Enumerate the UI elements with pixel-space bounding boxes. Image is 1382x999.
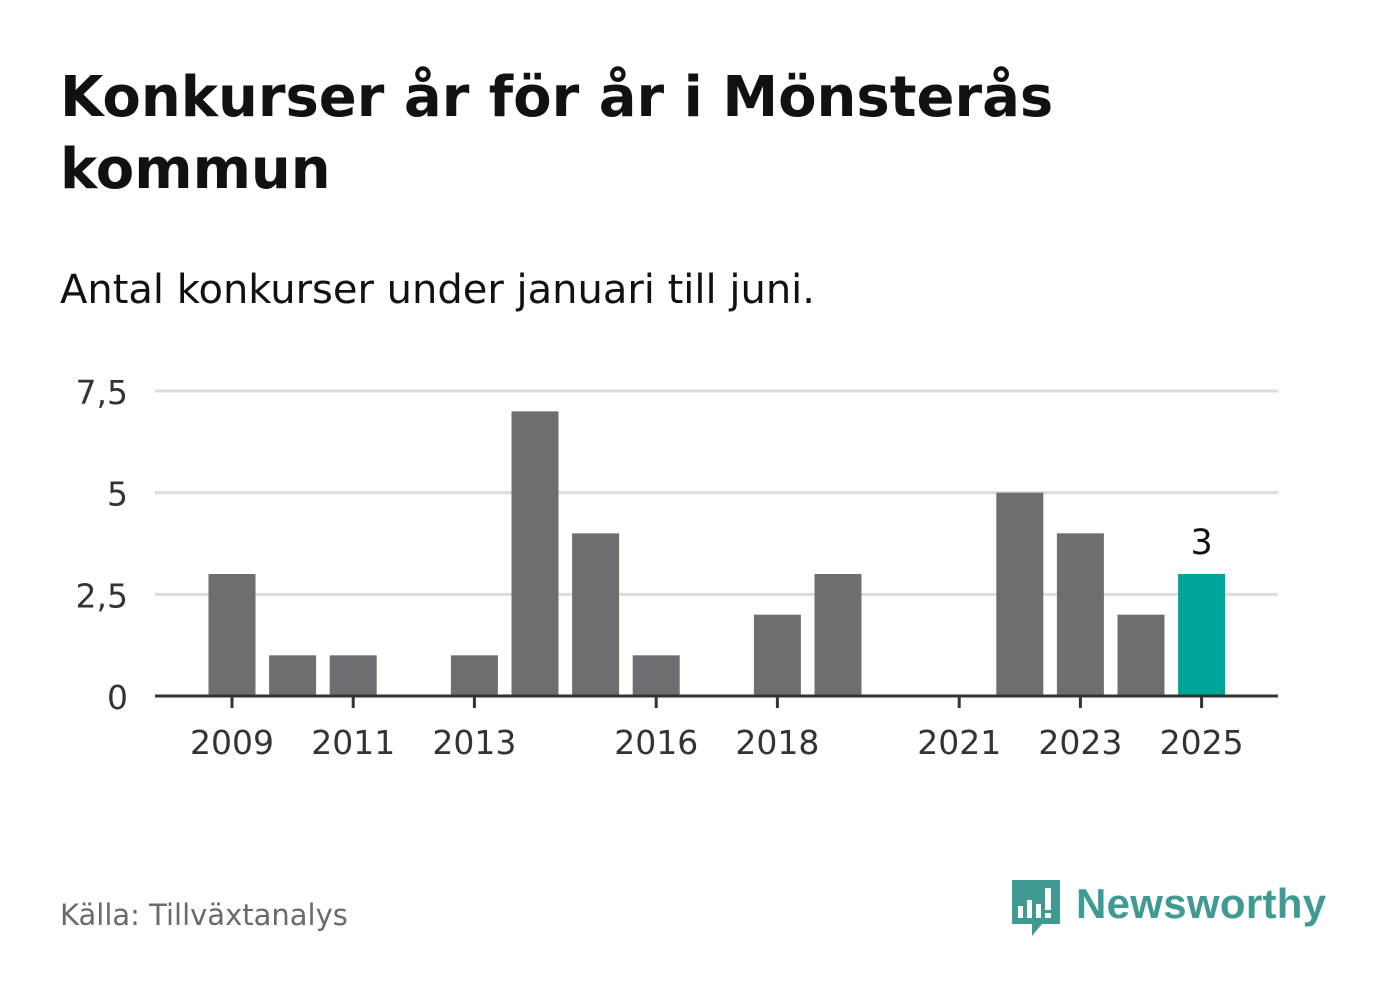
- bar-2025: [1178, 574, 1226, 696]
- x-tick-label: 2025: [1160, 723, 1244, 762]
- bar-2009: [208, 574, 256, 696]
- bars: [208, 411, 1226, 696]
- x-tick-label: 2018: [735, 723, 819, 762]
- annotations: 3: [1190, 523, 1212, 563]
- brand-name: Newsworthy: [1076, 880, 1327, 927]
- y-tick-label: 2,5: [76, 576, 128, 615]
- y-tick-label: 5: [107, 475, 128, 514]
- newsworthy-logo: Newsworthy: [1010, 878, 1326, 942]
- x-tick-label: 2011: [311, 723, 395, 762]
- chart-title: Konkurser år för år i Mönsterås kommun: [60, 65, 1054, 202]
- bar-2022: [996, 492, 1044, 696]
- y-tick-label: 0: [107, 678, 128, 717]
- x-tick-label: 2016: [614, 723, 698, 762]
- chart-subtitle: Antal konkurser under januari till juni.: [60, 267, 815, 313]
- bar-2024: [1117, 614, 1165, 696]
- bar-2014: [511, 411, 559, 696]
- y-axis-labels: 0 2,5 5 7,5: [76, 373, 128, 717]
- x-axis-labels: 2009 2011 2013 2016 2018 2021 2023 2025: [190, 723, 1244, 762]
- x-tick-label: 2013: [432, 723, 516, 762]
- bar-2013: [450, 655, 498, 696]
- bar-2023: [1056, 533, 1104, 696]
- x-axis: [155, 694, 1278, 708]
- bar-2015: [572, 533, 620, 696]
- bar-2010: [269, 655, 317, 696]
- bar-2018: [753, 614, 801, 696]
- bar-2011: [329, 655, 377, 696]
- bar-chart-speech-bubble-icon: [1012, 880, 1060, 936]
- highlight-value-label: 3: [1190, 523, 1212, 563]
- bar-2019: [814, 574, 862, 696]
- source-note: Källa: Tillväxtanalys: [60, 898, 348, 932]
- y-tick-label: 7,5: [76, 373, 128, 412]
- x-tick-label: 2023: [1038, 723, 1122, 762]
- grid-lines: [155, 389, 1278, 596]
- x-tick-label: 2021: [917, 723, 1001, 762]
- bar-2016: [632, 655, 680, 696]
- x-tick-label: 2009: [190, 723, 274, 762]
